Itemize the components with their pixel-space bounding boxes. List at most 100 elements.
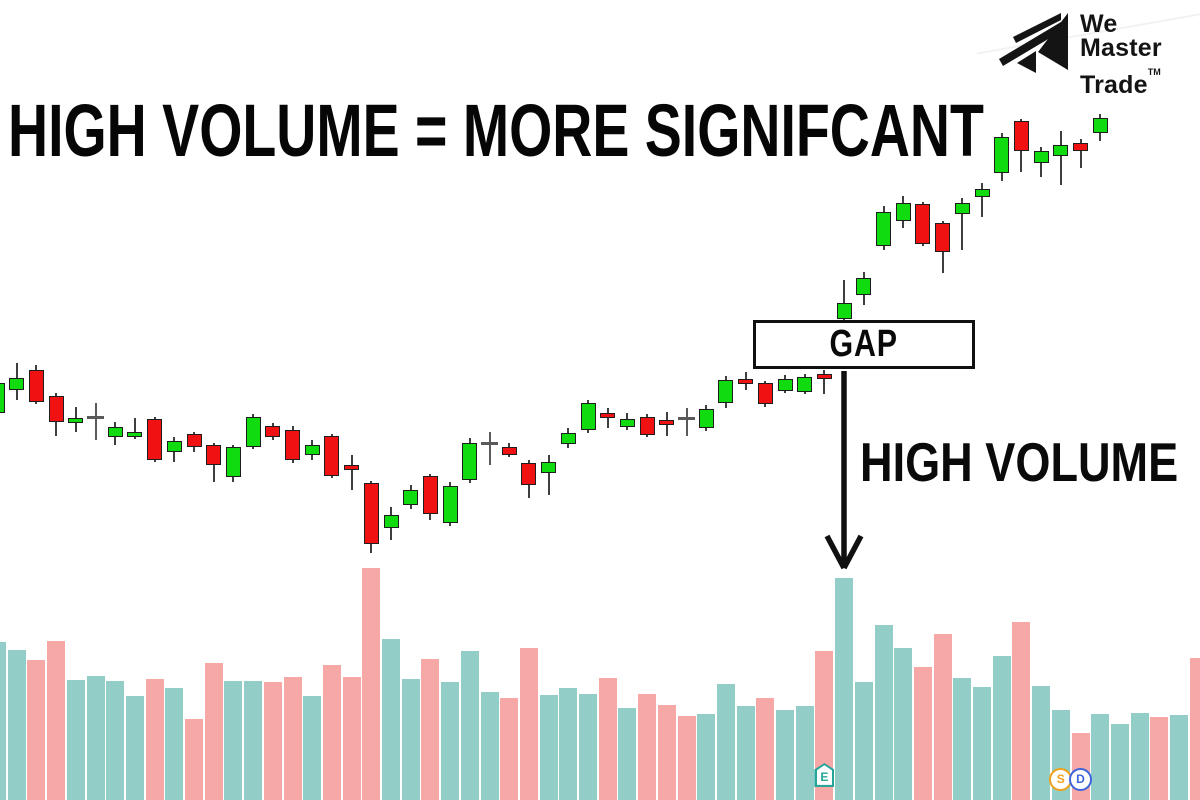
volume-bar	[66, 680, 85, 800]
volume-bar	[342, 677, 361, 800]
volume-bar	[638, 694, 657, 800]
dividends-badge: D	[1069, 767, 1092, 791]
candle	[619, 419, 635, 427]
volume-bar	[204, 663, 223, 800]
candle	[422, 476, 438, 514]
brand-name: We Master TradeTM	[1080, 10, 1162, 99]
volume-bar	[1189, 658, 1200, 800]
candle	[383, 515, 399, 528]
candle	[462, 443, 478, 480]
candle-wick	[606, 408, 609, 428]
doji-candle	[87, 416, 104, 419]
volume-bar	[815, 651, 834, 800]
candle	[541, 462, 557, 473]
trademark-mark: TM	[1147, 67, 1161, 77]
candle	[403, 490, 419, 505]
volume-bar	[894, 648, 913, 800]
volume-bar	[953, 678, 972, 800]
candle	[994, 137, 1010, 173]
volume-bar	[1012, 622, 1031, 800]
candle	[0, 383, 5, 413]
volume-bar	[500, 698, 519, 800]
candle	[757, 383, 773, 404]
candle	[147, 419, 163, 460]
candle	[836, 303, 852, 319]
earnings-badge: E	[814, 763, 835, 787]
candle-wick	[1079, 139, 1082, 168]
volume-bar	[401, 679, 420, 800]
volume-bar	[973, 687, 991, 800]
volume-bar	[795, 706, 814, 800]
candle	[107, 427, 123, 437]
volume-bar	[1150, 717, 1169, 800]
candle	[856, 278, 872, 295]
candle	[816, 374, 832, 379]
candle-wick	[843, 280, 846, 321]
volume-bar	[677, 716, 696, 800]
candle-wick	[488, 432, 491, 465]
candle	[324, 436, 340, 476]
candle	[777, 379, 793, 391]
volume-bar	[47, 641, 66, 800]
candle	[9, 378, 25, 390]
volume-bar	[933, 634, 952, 800]
candle-wick	[1059, 131, 1062, 185]
volume-bar	[7, 650, 26, 800]
candle	[501, 447, 517, 455]
candle	[915, 204, 931, 244]
volume-bar	[519, 648, 538, 800]
candle-wick	[823, 370, 826, 394]
brand-line-1: We	[1080, 10, 1118, 38]
volume-bar	[460, 651, 479, 800]
volume-bar	[539, 695, 558, 800]
candle	[1013, 121, 1029, 151]
candle	[639, 417, 655, 435]
volume-bar	[854, 682, 873, 800]
brand-logo: We Master TradeTM	[984, 4, 1194, 104]
volume-bar	[244, 681, 263, 800]
candle	[68, 418, 84, 423]
candle-wick	[94, 403, 97, 440]
candle	[265, 426, 281, 437]
volume-bar	[835, 578, 854, 800]
volume-bar	[27, 660, 46, 800]
volume-bar	[559, 688, 578, 800]
volume-bar	[303, 696, 322, 800]
candle	[797, 377, 813, 392]
candle	[225, 447, 241, 477]
volume-bar	[441, 682, 460, 800]
candle	[363, 483, 379, 544]
candle-wick	[961, 198, 964, 250]
volume-bar	[579, 694, 597, 800]
candle	[974, 189, 990, 197]
volume-bar	[86, 676, 105, 800]
candle-wick	[547, 455, 550, 495]
volume-bar	[382, 639, 400, 800]
candle	[245, 417, 261, 447]
down-arrow-icon	[824, 371, 864, 570]
candle-wick	[685, 408, 688, 436]
volume-bar	[145, 679, 164, 800]
candle	[718, 380, 734, 403]
candle	[186, 434, 202, 447]
volume-bar	[185, 719, 203, 800]
volume-bar	[913, 667, 932, 800]
candle	[895, 203, 911, 221]
high-volume-label: HIGH VOLUME	[860, 431, 1179, 493]
candle	[1053, 145, 1069, 156]
candle	[1073, 143, 1088, 151]
volume-bar	[283, 677, 302, 800]
gap-callout-box: GAP	[753, 320, 975, 369]
volume-bar	[618, 708, 637, 800]
candle	[580, 403, 596, 430]
candle	[698, 409, 714, 428]
volume-bar	[776, 710, 794, 800]
candle	[285, 430, 300, 460]
brand-line-3: TradeTM	[1080, 67, 1161, 99]
candle	[600, 413, 616, 418]
volume-bar	[1170, 715, 1188, 800]
candle	[1092, 118, 1108, 133]
candle	[442, 486, 458, 523]
